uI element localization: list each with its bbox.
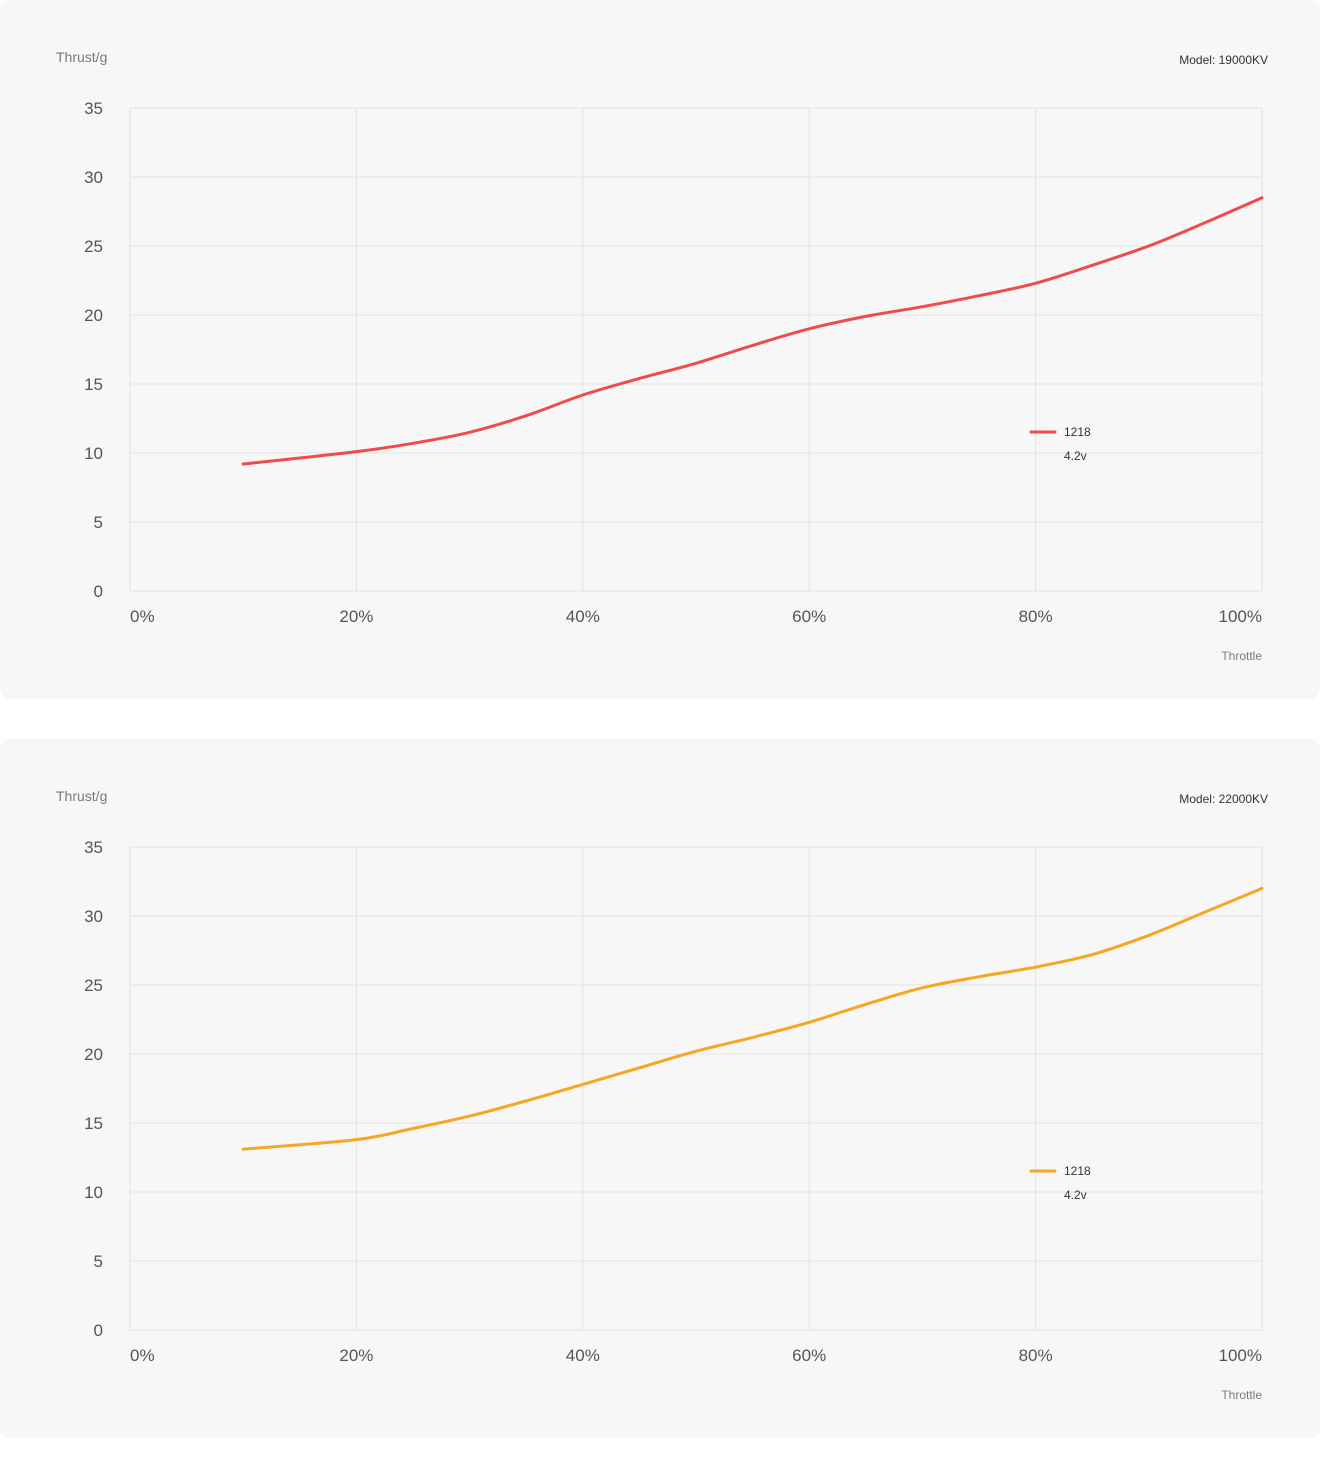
y-tick-label: 30: [84, 168, 103, 187]
x-tick-label: 40%: [566, 607, 600, 626]
legend-sublabel: 4.2v: [1064, 1188, 1087, 1202]
thrust-chart-19000kv: Thrust/g Model: 19000KV Throttle 0 5 10 15 2…: [56, 49, 1268, 663]
x-tick-label: 60%: [792, 607, 826, 626]
y-tick-label: 20: [84, 1045, 103, 1064]
plot-area: 0 5 10 15 20 25 30 35 0% 20% 40% 60% 80% 100% 1218 4.2v: [84, 99, 1264, 626]
x-tick-label: 80%: [1019, 1346, 1053, 1365]
y-tick-label: 15: [84, 1114, 103, 1133]
thrust-chart-22000kv: Thrust/g Model: 22000KV Throttle 0 5 10 15 2…: [56, 788, 1268, 1402]
legend-label: 1218: [1064, 425, 1091, 439]
y-tick-label: 35: [84, 838, 103, 857]
y-tick-label: 5: [94, 1252, 103, 1271]
model-label: Model: 19000KV: [1179, 53, 1268, 67]
x-tick-label: 60%: [792, 1346, 826, 1365]
y-tick-label: 30: [84, 907, 103, 926]
legend-label: 1218: [1064, 1164, 1091, 1178]
x-tick-label: 80%: [1019, 607, 1053, 626]
y-axis-label: Thrust/g: [56, 49, 107, 65]
y-tick-label: 25: [84, 237, 103, 256]
x-tick-label: 0%: [130, 607, 155, 626]
plot-area: 0 5 10 15 20 25 30 35 0% 20% 40% 60% 80% 100% 1218 4.2v: [84, 838, 1264, 1365]
y-axis-label: Thrust/g: [56, 788, 107, 804]
model-label: Model: 22000KV: [1179, 792, 1268, 806]
x-tick-label: 40%: [566, 1346, 600, 1365]
x-tick-label: 100%: [1219, 607, 1262, 626]
x-axis-label: Throttle: [1221, 1388, 1262, 1402]
series-line: [241, 886, 1264, 1151]
legend-sublabel: 4.2v: [1064, 449, 1087, 463]
y-tick-label: 0: [94, 582, 103, 601]
x-tick-label: 20%: [339, 1346, 373, 1365]
y-tick-label: 10: [84, 1183, 103, 1202]
y-tick-label: 35: [84, 99, 103, 118]
chart-panel-22000kv: Thrust/g Model: 22000KV Throttle 0 5 10 15 2…: [0, 739, 1320, 1438]
y-tick-label: 25: [84, 976, 103, 995]
chart-panel-19000kv: Thrust/g Model: 19000KV Throttle 0 5 10 15 2…: [0, 0, 1320, 699]
x-tick-label: 0%: [130, 1346, 155, 1365]
x-axis-label: Throttle: [1221, 649, 1262, 663]
y-tick-label: 5: [94, 513, 103, 532]
series-line: [241, 196, 1264, 466]
y-tick-label: 0: [94, 1321, 103, 1340]
y-tick-label: 10: [84, 444, 103, 463]
x-tick-label: 20%: [339, 607, 373, 626]
x-tick-label: 100%: [1219, 1346, 1262, 1365]
y-tick-label: 20: [84, 306, 103, 325]
y-tick-label: 15: [84, 375, 103, 394]
